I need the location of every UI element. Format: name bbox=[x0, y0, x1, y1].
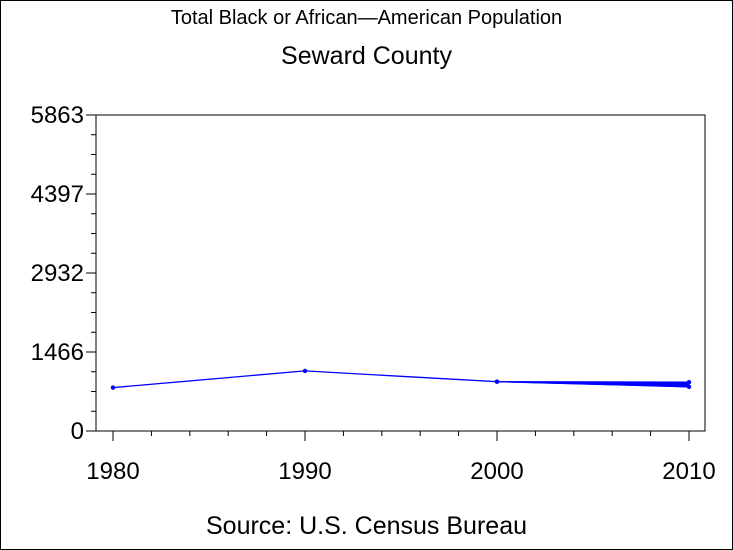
y-tick-label: 4397 bbox=[31, 181, 84, 208]
y-tick-label: 5863 bbox=[31, 102, 84, 129]
y-tick-label: 0 bbox=[71, 418, 84, 445]
y-tick-label: 2932 bbox=[31, 260, 84, 287]
source-note: Source: U.S. Census Bureau bbox=[206, 512, 527, 540]
y-axis: 0 1466 2932 4397 5863 bbox=[31, 102, 96, 445]
x-tick-label: 2010 bbox=[662, 458, 715, 485]
series-band bbox=[496, 381, 690, 388]
chart-subtitle: Seward County bbox=[281, 42, 452, 70]
x-tick-label: 2000 bbox=[470, 458, 523, 485]
series-layer bbox=[110, 368, 692, 390]
x-tick-label: 1980 bbox=[86, 458, 139, 485]
chart-title: Total Black or African—American Populati… bbox=[170, 7, 563, 29]
x-tick-label: 1990 bbox=[278, 458, 331, 485]
data-point bbox=[302, 368, 308, 374]
data-point bbox=[110, 385, 116, 390]
y-tick-label: 1466 bbox=[31, 339, 84, 366]
x-axis: 1980 1990 2000 2010 bbox=[86, 431, 716, 485]
